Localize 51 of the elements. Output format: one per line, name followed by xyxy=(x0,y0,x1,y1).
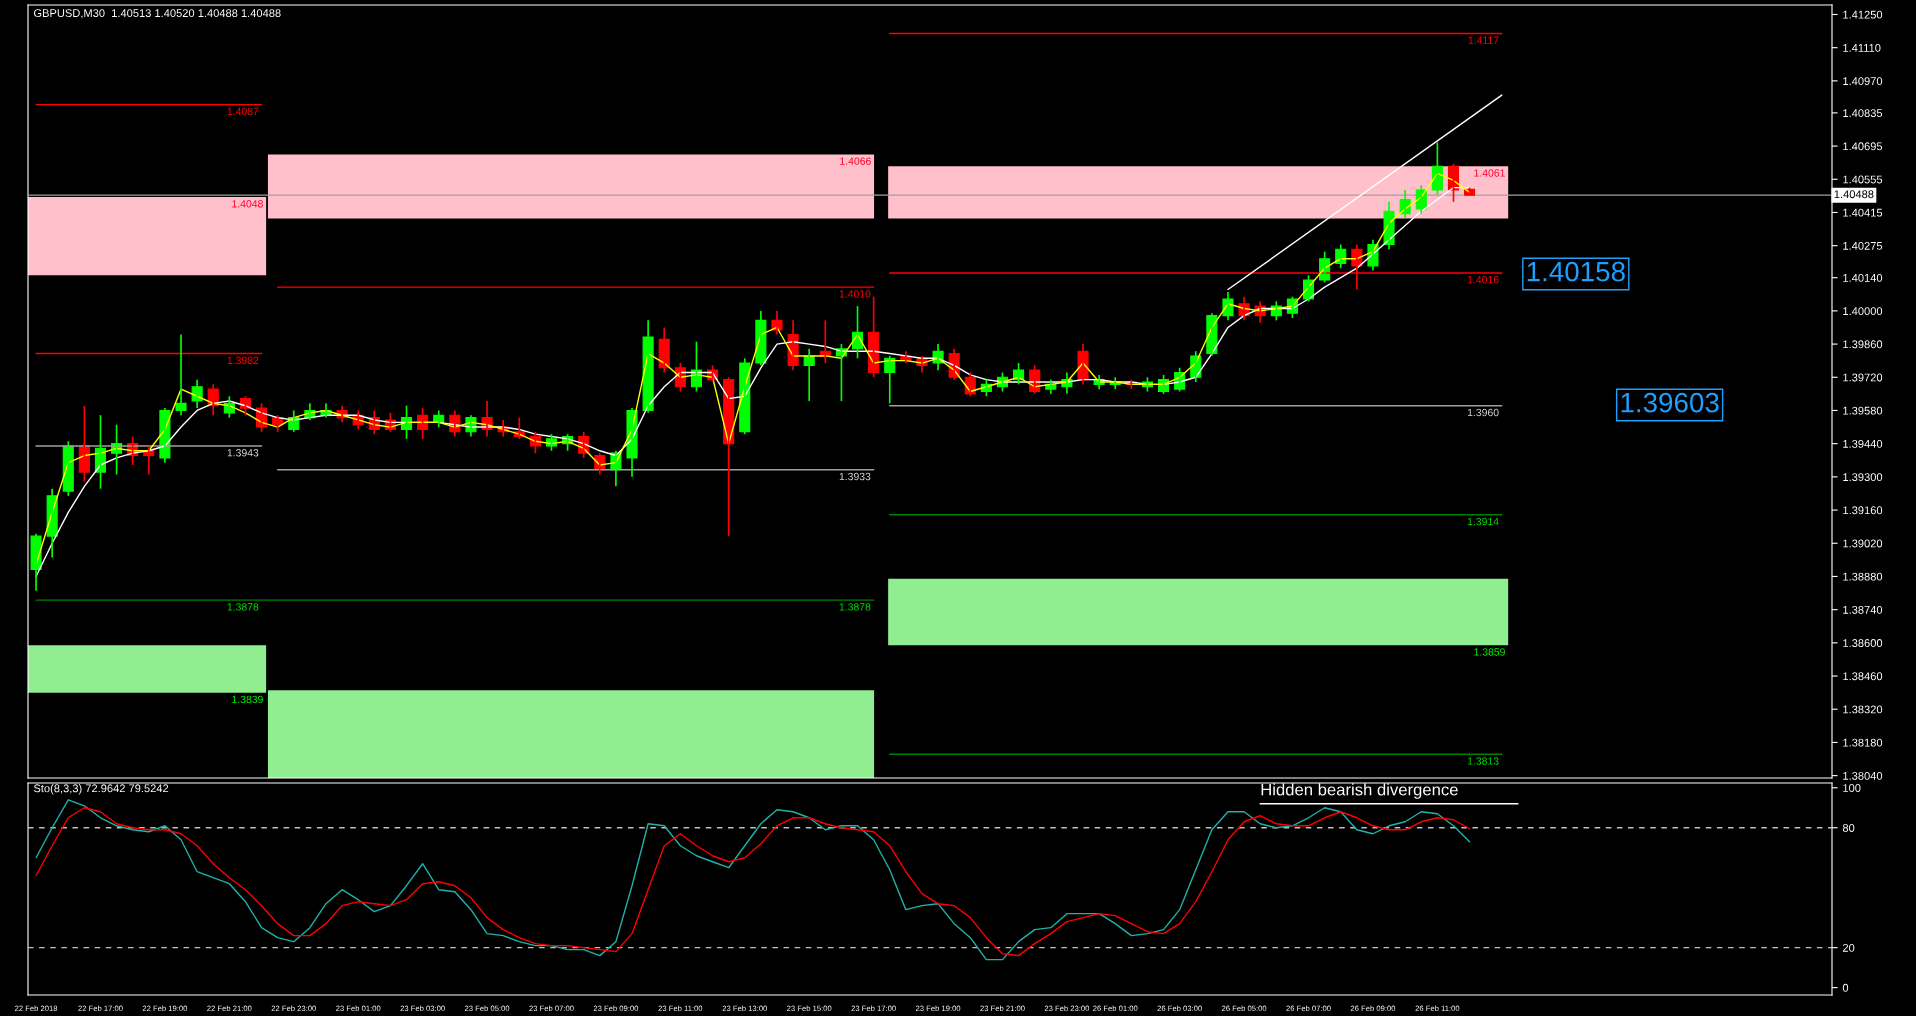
y-tick-label: 1.40835 xyxy=(1843,109,1883,118)
y-tick-label: 20 xyxy=(1842,943,1855,952)
y-tick-label: 1.41110 xyxy=(1843,43,1881,52)
data-label: 1.4016 xyxy=(1467,275,1499,284)
y-tick-label: 1.40555 xyxy=(1843,175,1883,184)
y-tick-label: 1.40695 xyxy=(1843,142,1883,151)
y-tick-label: 1.39440 xyxy=(1843,439,1883,448)
y-tick-label: 1.38600 xyxy=(1843,639,1883,647)
band-label: 1.3839 xyxy=(232,695,263,704)
band-label: 1.3859 xyxy=(1474,648,1505,656)
y-tick-label: 1.40140 xyxy=(1843,273,1883,282)
data-label: 1.4010 xyxy=(839,290,871,298)
data-label: 1.4087 xyxy=(227,107,259,116)
y-tick-label: 1.39580 xyxy=(1843,406,1883,415)
data-label: 1.3982 xyxy=(227,356,259,364)
data-label: 1.3943 xyxy=(227,449,259,457)
y-tick-label: 1.40000 xyxy=(1843,307,1883,316)
y-tick-label: 1.38460 xyxy=(1843,672,1883,681)
y-tick-label: 1.39300 xyxy=(1843,473,1883,481)
data-label: 1.3878 xyxy=(227,603,259,611)
y-tick-label: 1.38740 xyxy=(1843,605,1883,614)
annotation: Hidden bearish divergence xyxy=(1261,783,1458,799)
y-tick-label: 1.38180 xyxy=(1843,738,1883,747)
y-tick-label: 1.41250 xyxy=(1843,10,1883,19)
data-label: 1.3960 xyxy=(1467,408,1499,417)
annotation: 1.40158 xyxy=(1527,261,1625,282)
y-tick-label: 100 xyxy=(1843,784,1861,792)
y-tick-label: 1.40415 xyxy=(1843,208,1883,217)
chart-title: GBPUSD,M30 1.40513 1.40520 1.40488 1.40488 xyxy=(33,9,281,19)
y-tick-label: 1.39020 xyxy=(1843,539,1883,548)
y-tick-label: 1.39720 xyxy=(1843,373,1883,382)
ref-line-label: 1.40488 xyxy=(1834,190,1874,199)
y-tick-label: 1.39860 xyxy=(1843,340,1883,349)
band-label: 1.4066 xyxy=(840,157,871,165)
chart-title: Sto(8,3,3) 72.9642 79.5242 xyxy=(33,784,169,795)
annotation: 1.39603 xyxy=(1621,392,1719,413)
data-label: 1.4117 xyxy=(1468,36,1499,44)
band-label: 1.4061 xyxy=(1474,169,1505,177)
data-label: 1.3813 xyxy=(1467,757,1499,765)
y-tick-label: 1.40970 xyxy=(1843,77,1883,86)
data-label: 1.3914 xyxy=(1467,517,1499,526)
y-tick-label: 1.38880 xyxy=(1843,572,1883,581)
band-label: 1.4048 xyxy=(232,200,263,208)
data-label: 1.3878 xyxy=(839,603,871,611)
data-label: 1.3933 xyxy=(839,472,871,481)
y-tick-label: 1.38040 xyxy=(1843,771,1883,780)
y-tick-label: 1.40275 xyxy=(1843,241,1883,250)
y-tick-label: 80 xyxy=(1842,824,1855,832)
y-tick-label: 0 xyxy=(1842,983,1849,992)
y-tick-label: 1.38320 xyxy=(1843,705,1883,714)
y-tick-label: 1.39160 xyxy=(1843,506,1883,515)
